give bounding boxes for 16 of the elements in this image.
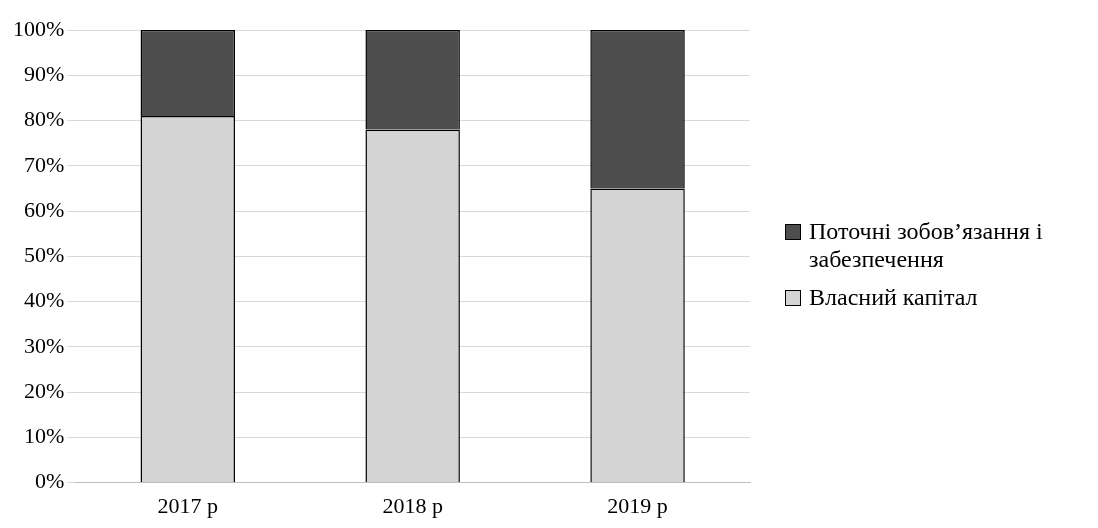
y-tick-label: 20% (24, 377, 65, 403)
y-tick-label: 60% (24, 196, 65, 222)
x-tick-label: 2018 р (382, 492, 443, 518)
y-tick-label: 100% (13, 15, 65, 41)
y-tick-label: 90% (24, 61, 65, 87)
x-tick-label: 2017 р (157, 492, 219, 518)
y-tick-label: 70% (24, 151, 65, 177)
legend-label: Поточні зобов’язання і забезпечення (809, 217, 1044, 273)
y-tick-label: 50% (24, 242, 65, 268)
y-tick-label: 10% (24, 423, 65, 449)
y-tick-label: 30% (24, 332, 65, 358)
legend-label: Власний капітал (809, 283, 978, 311)
y-tick-label: 40% (24, 287, 65, 313)
x-tick-label: 2019 р (607, 492, 668, 518)
y-tick-label: 80% (24, 106, 65, 132)
y-tick-label: 0% (35, 468, 65, 494)
